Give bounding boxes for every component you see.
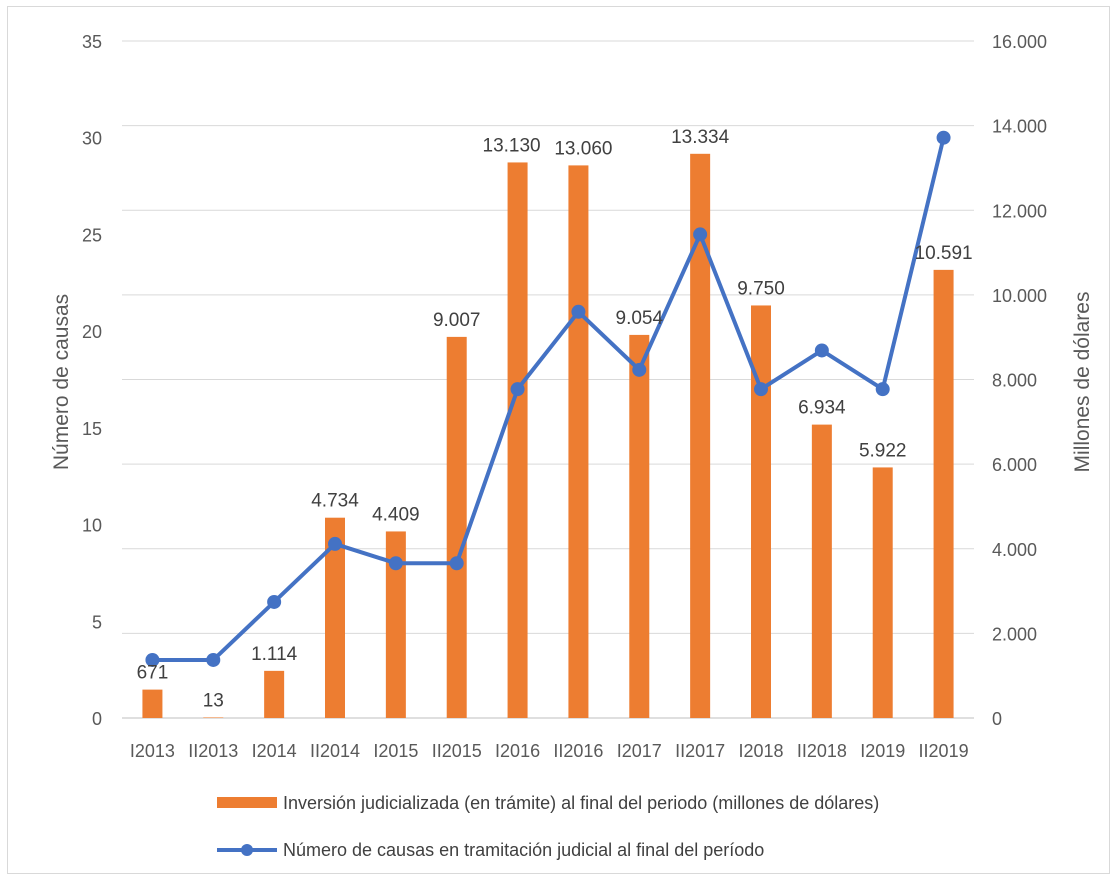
data-label: 13 (203, 690, 224, 711)
x-tick-label: I2014 (252, 741, 297, 761)
y2-tick-label: 14.000 (992, 117, 1047, 137)
y2-tick-label: 4.000 (992, 540, 1037, 560)
x-tick-label: I2016 (495, 741, 540, 761)
x-tick-label: II2019 (919, 741, 969, 761)
bar (811, 424, 832, 718)
legend-bar-label: Inversión judicializada (en trámite) al … (283, 793, 879, 813)
line-point (632, 362, 647, 377)
line-series (145, 130, 951, 667)
line-point (754, 382, 768, 397)
x-tick-label: II2013 (188, 741, 238, 761)
line-point (449, 556, 464, 571)
x-axis-ticks: I2013 II2013 I2014 II2014 I2015 II2015 I2016 II… (130, 741, 969, 761)
bar (568, 165, 589, 718)
data-label: 9.054 (616, 308, 664, 329)
y-tick-label: 25 (82, 225, 102, 245)
bar (629, 334, 650, 718)
y2-tick-label: 10.000 (992, 286, 1047, 306)
data-label: 10.591 (915, 243, 973, 264)
data-label: 4.409 (372, 504, 420, 525)
y2-tick-label: 0 (992, 709, 1002, 729)
x-tick-label: II2014 (310, 741, 360, 761)
x-tick-label: II2018 (797, 741, 847, 761)
x-tick-label: I2013 (130, 741, 175, 761)
line-point (875, 382, 890, 397)
y-tick-label: 20 (82, 322, 102, 342)
bar (264, 670, 285, 718)
y-axis-right-title: Millones de dólares (1071, 292, 1094, 473)
bar (446, 336, 467, 718)
data-label: 4.734 (311, 491, 359, 512)
y-axis-right-ticks: 0 2.000 4.000 6.000 8.000 10.000 12.000 14.000 1… (992, 32, 1047, 729)
y-axis-left-title: Número de causas (50, 294, 73, 470)
x-tick-label: I2019 (860, 741, 905, 761)
x-tick-label: II2016 (553, 741, 603, 761)
y2-tick-label: 2.000 (992, 624, 1037, 644)
y-tick-label: 30 (82, 129, 102, 149)
data-label: 5.922 (859, 440, 907, 461)
line-point (693, 227, 708, 242)
y-tick-label: 10 (82, 516, 102, 536)
data-label: 1.114 (251, 644, 298, 665)
y-tick-label: 0 (92, 709, 102, 729)
data-label: 671 (137, 663, 169, 684)
x-tick-label: II2017 (675, 741, 725, 761)
legend-line-marker (241, 844, 253, 856)
legend-bar-swatch (217, 797, 277, 808)
line-point (267, 594, 282, 609)
x-tick-label: I2018 (738, 741, 783, 761)
line-point (388, 556, 403, 571)
line-point (936, 130, 951, 145)
line-point (571, 304, 586, 319)
data-label: 6.934 (798, 398, 846, 419)
legend: Inversión judicializada (en trámite) al … (217, 793, 879, 860)
bar (325, 517, 345, 718)
gridlines (122, 40, 974, 719)
y-tick-label: 35 (82, 32, 102, 52)
bar (690, 153, 711, 719)
bar (142, 689, 163, 718)
y2-tick-label: 8.000 (992, 371, 1037, 391)
line-point (328, 536, 342, 551)
data-label: 13.060 (554, 138, 612, 159)
y2-tick-label: 12.000 (992, 201, 1047, 221)
bar (751, 305, 771, 718)
bar (507, 162, 528, 718)
y-axis-left-ticks: 0 5 10 15 20 25 30 35 (82, 32, 102, 729)
y-tick-label: 5 (92, 612, 102, 632)
line-point (510, 382, 525, 397)
y-tick-label: 15 (82, 419, 102, 439)
bar-series (142, 153, 954, 719)
bar (872, 467, 893, 718)
x-tick-label: I2015 (373, 741, 418, 761)
line-point (145, 652, 160, 667)
line-point (206, 652, 221, 667)
series-line (152, 137, 946, 662)
data-label: 13.334 (671, 127, 730, 148)
data-label: 13.130 (483, 135, 541, 156)
y2-tick-label: 6.000 (992, 455, 1037, 475)
x-tick-label: I2017 (617, 741, 662, 761)
data-labels: 671 13 1.114 4.734 4.409 9.007 13.130 13.060 9.0… (137, 127, 973, 712)
data-label: 9.007 (433, 310, 481, 331)
legend-line-label: Número de causas en tramitación judicial… (283, 840, 764, 860)
bar (933, 269, 954, 718)
line-point (814, 343, 829, 358)
x-tick-label: II2015 (432, 741, 482, 761)
bar (203, 717, 224, 718)
y2-tick-label: 16.000 (992, 32, 1047, 52)
data-label: 9.750 (737, 278, 785, 299)
chart-frame (7, 6, 1110, 874)
bar (385, 531, 406, 718)
